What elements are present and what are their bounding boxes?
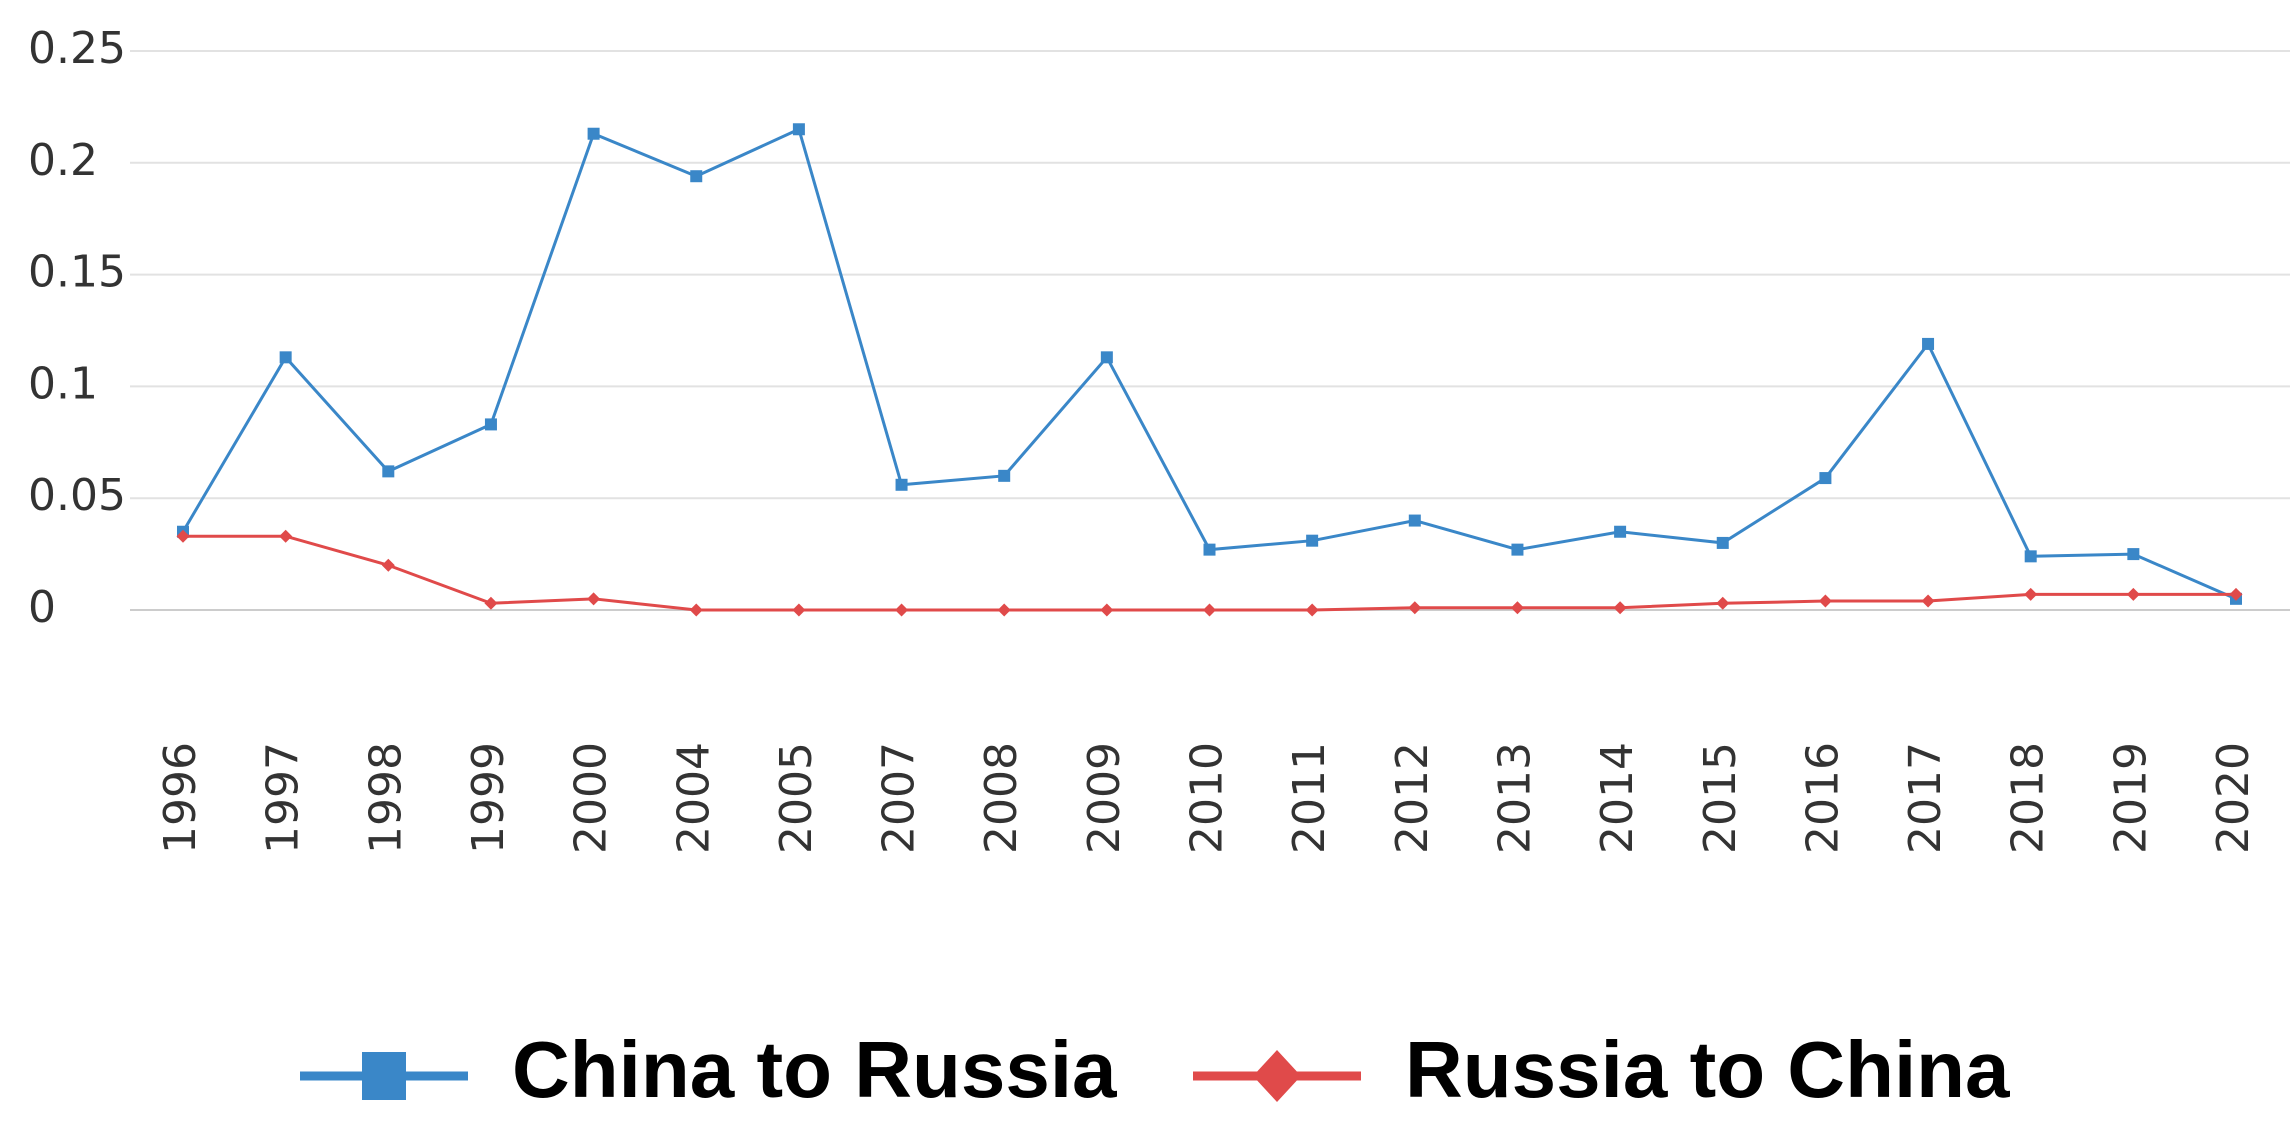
y-tick-label: 0.15 — [28, 247, 126, 298]
marker — [1922, 337, 1935, 350]
marker — [2024, 550, 2037, 563]
y-tick-label: 0.05 — [28, 470, 126, 521]
marker — [587, 592, 601, 606]
marker — [1408, 601, 1422, 615]
marker — [2229, 587, 2243, 601]
marker — [484, 596, 498, 610]
marker — [1203, 543, 1216, 556]
x-tick-label: 1996 — [155, 742, 206, 854]
marker — [2127, 548, 2140, 561]
x-tick-label: 1999 — [463, 742, 514, 854]
legend-marker — [362, 1052, 406, 1100]
x-tick-label: 2011 — [1284, 742, 1335, 854]
marker — [176, 529, 190, 543]
marker — [690, 170, 703, 183]
x-tick-label: 1997 — [258, 742, 309, 854]
marker — [895, 478, 908, 491]
marker — [1510, 601, 1524, 615]
x-tick-label: 2016 — [1797, 742, 1848, 854]
marker — [1100, 603, 1114, 617]
legend-marker — [1253, 1050, 1301, 1102]
marker — [1716, 536, 1729, 549]
x-tick-label: 1998 — [360, 742, 411, 854]
marker — [2024, 587, 2038, 601]
marker — [1203, 603, 1216, 617]
legend-label: Russia to China — [1405, 1025, 2010, 1114]
y-tick-label: 0.2 — [28, 135, 98, 186]
marker — [998, 469, 1011, 482]
marker — [1100, 351, 1113, 364]
legend-label: China to Russia — [512, 1025, 1117, 1114]
marker — [1921, 594, 1935, 608]
x-tick-label: 2000 — [566, 742, 617, 854]
y-tick-label: 0.25 — [28, 23, 126, 74]
marker — [792, 123, 805, 136]
x-tick-label: 2010 — [1182, 742, 1233, 854]
marker — [381, 558, 395, 572]
marker — [1716, 596, 1730, 610]
x-tick-label: 2015 — [1695, 742, 1746, 854]
x-tick-label: 2008 — [976, 742, 1027, 854]
marker — [1306, 534, 1319, 547]
marker — [587, 127, 600, 140]
x-tick-label: 2017 — [1900, 742, 1951, 854]
marker — [792, 603, 806, 617]
marker — [689, 603, 703, 617]
marker — [1408, 514, 1421, 527]
marker — [1613, 601, 1627, 615]
x-tick-label: 2018 — [2003, 742, 2054, 854]
marker — [1511, 543, 1524, 556]
marker — [2126, 587, 2140, 601]
marker — [484, 418, 497, 431]
series-line — [181, 127, 2237, 601]
marker — [997, 603, 1011, 617]
marker — [279, 529, 293, 543]
x-tick-label: 2014 — [1592, 742, 1643, 854]
x-tick-label: 2020 — [2208, 742, 2259, 854]
y-tick-label: 0.1 — [28, 358, 98, 409]
x-tick-label: 2004 — [668, 742, 719, 854]
marker — [1614, 525, 1627, 538]
x-tick-label: 2019 — [2105, 742, 2156, 854]
x-tick-label: 2009 — [1079, 742, 1130, 854]
marker — [895, 603, 909, 617]
marker — [1818, 594, 1832, 608]
marker — [279, 351, 292, 364]
marker — [382, 465, 395, 478]
marker — [1819, 472, 1832, 485]
y-tick-label: 0 — [28, 582, 56, 633]
x-tick-label: 2013 — [1489, 742, 1540, 854]
x-tick-label: 2005 — [771, 742, 822, 854]
marker — [1305, 603, 1319, 617]
x-tick-label: 2007 — [874, 742, 925, 854]
x-tick-label: 2012 — [1387, 742, 1438, 854]
